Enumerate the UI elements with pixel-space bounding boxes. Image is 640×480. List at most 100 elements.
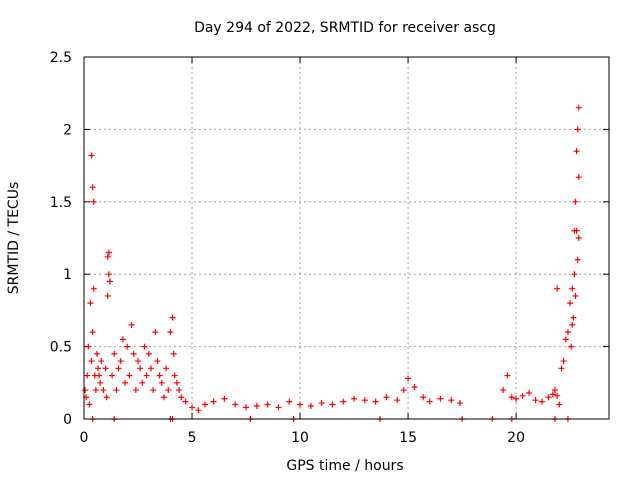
data-point (318, 400, 325, 407)
data-point (92, 387, 99, 394)
data-point (232, 401, 239, 408)
data-point (575, 174, 582, 181)
data-point (558, 365, 565, 372)
data-point (96, 372, 103, 379)
data-point (554, 285, 561, 292)
data-point (456, 400, 463, 407)
data-point (549, 391, 556, 398)
data-point (545, 394, 552, 401)
data-point (139, 379, 146, 386)
data-point (574, 126, 581, 133)
grid (84, 57, 609, 419)
axis-ticks: 0 5 10 15 20 0 0.5 1 1.5 2 2.5 (50, 50, 609, 446)
data-point (573, 148, 580, 155)
data-point (163, 365, 170, 372)
data-point (513, 395, 520, 402)
data-point (448, 397, 455, 404)
data-point (564, 329, 571, 336)
data-point (307, 402, 314, 409)
data-point (176, 387, 183, 394)
y-tick-label: 1 (63, 267, 72, 283)
data-point (504, 372, 511, 379)
data-point (221, 395, 228, 402)
data-point (405, 375, 412, 382)
data-point (141, 343, 148, 350)
data-point (526, 389, 533, 396)
data-point (264, 401, 271, 408)
data-point (156, 372, 163, 379)
y-tick-label: 0 (63, 412, 72, 428)
data-point (97, 379, 104, 386)
data-point (420, 394, 427, 401)
data-point (532, 397, 539, 404)
x-tick-label: 10 (291, 430, 309, 446)
data-point (105, 271, 112, 278)
data-point (351, 395, 358, 402)
data-point (143, 372, 150, 379)
data-point (361, 397, 368, 404)
data-point (152, 329, 159, 336)
data-point (170, 350, 177, 357)
x-tick-label: 5 (188, 430, 197, 446)
data-point (569, 285, 576, 292)
x-tick-label: 20 (507, 430, 525, 446)
plot-frame (83, 56, 610, 420)
data-point (119, 336, 126, 343)
data-point (571, 271, 578, 278)
data-point (519, 392, 526, 399)
data-point (329, 401, 336, 408)
data-point (132, 387, 139, 394)
data-point (178, 394, 185, 401)
data-point (286, 398, 293, 405)
data-point (154, 358, 161, 365)
y-axis-label: SRMTID / TECUs (6, 182, 22, 295)
data-point (372, 398, 379, 405)
data-point (201, 401, 208, 408)
data-point (562, 336, 569, 343)
data-point (90, 198, 97, 205)
data-point (575, 104, 582, 111)
data-point (165, 387, 172, 394)
data-point (570, 314, 577, 321)
data-point (173, 379, 180, 386)
data-point (158, 379, 165, 386)
data-point (106, 278, 113, 285)
data-point (551, 387, 558, 394)
data-point (89, 184, 96, 191)
data-point (102, 365, 109, 372)
data-point (105, 249, 112, 256)
data-point (568, 343, 575, 350)
data-point (297, 401, 304, 408)
data-point (167, 329, 174, 336)
chart-title: Day 294 of 2022, SRMTID for receiver asc… (194, 20, 496, 36)
data-point (195, 407, 202, 414)
data-point (182, 398, 189, 405)
data-point (103, 394, 110, 401)
x-axis-label: GPS time / hours (286, 458, 403, 474)
data-point (554, 392, 561, 399)
data-point (556, 401, 563, 408)
data-point (189, 404, 196, 411)
data-point (572, 198, 579, 205)
data-point (82, 387, 89, 394)
data-point (111, 350, 118, 357)
data-point (85, 343, 92, 350)
data-point (113, 387, 120, 394)
data-point (145, 350, 152, 357)
data-point (567, 300, 574, 307)
data-point (130, 350, 137, 357)
data-point (394, 397, 401, 404)
data-point (126, 372, 133, 379)
data-point (104, 253, 111, 260)
data-point (147, 365, 154, 372)
data-point (104, 292, 111, 299)
data-points (82, 104, 582, 422)
data-point (437, 395, 444, 402)
data-point (169, 314, 176, 321)
data-point (539, 398, 546, 405)
data-point (575, 235, 582, 241)
data-point (426, 398, 433, 405)
data-point (571, 227, 578, 234)
y-tick-label: 2 (63, 122, 72, 138)
y-tick-label: 0.5 (50, 340, 72, 356)
